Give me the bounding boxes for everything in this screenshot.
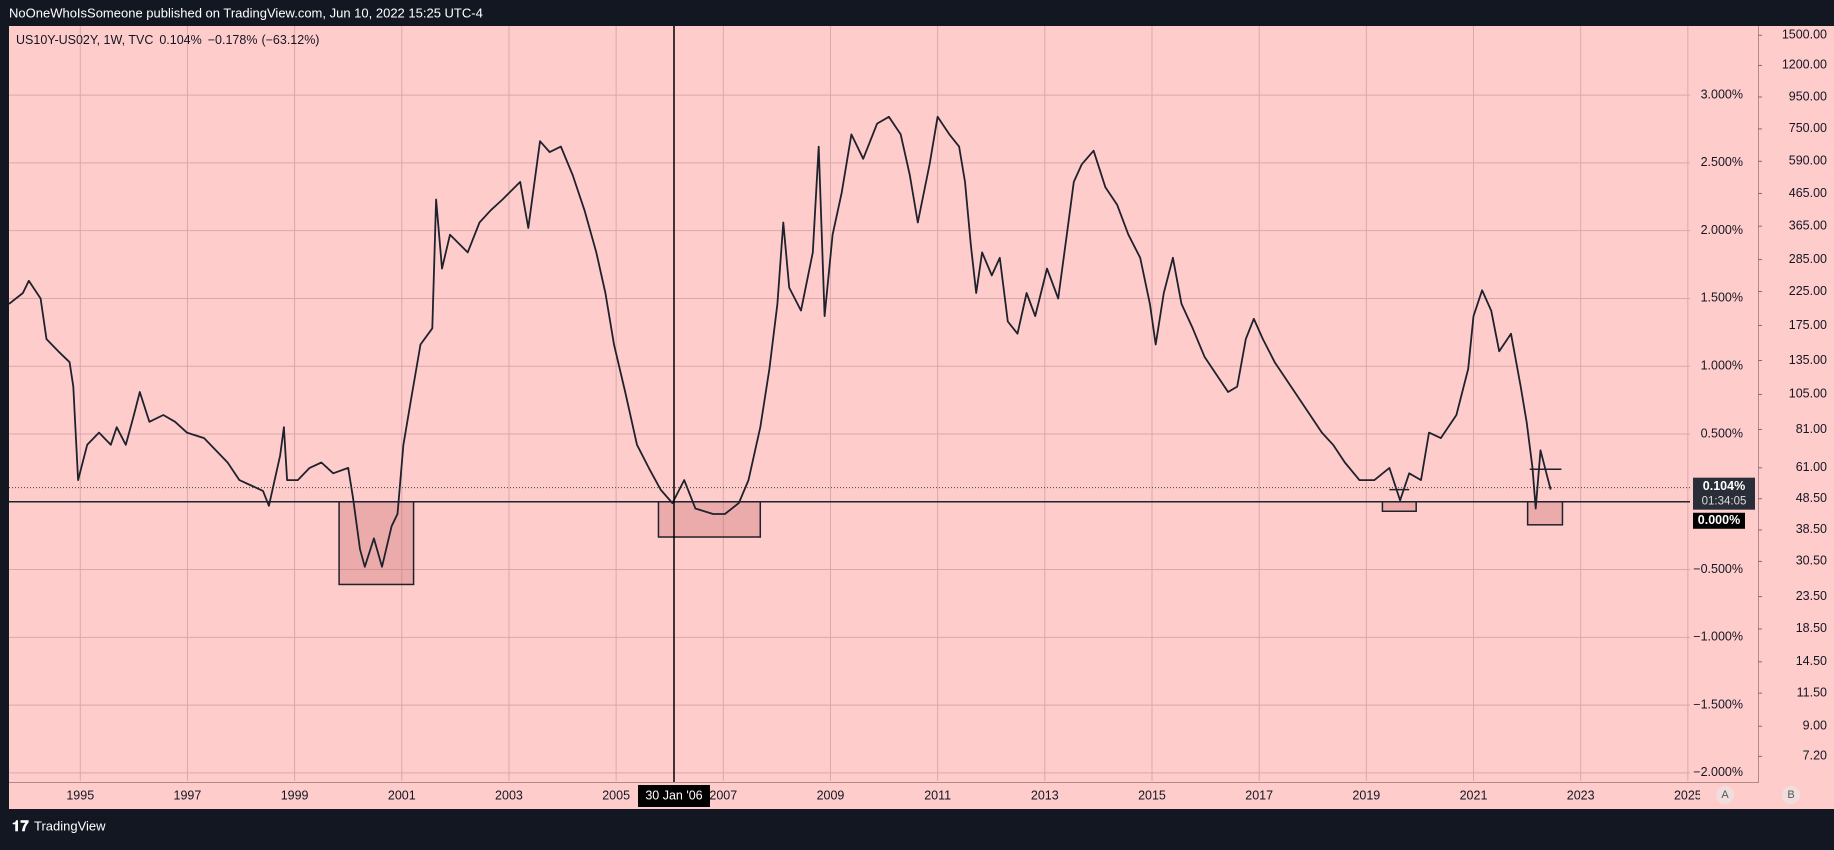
legend-last: 0.104% — [159, 33, 201, 47]
y2-tick-label: 14.50 — [1796, 654, 1827, 668]
y-tick-label: 3.000% — [1701, 87, 1743, 101]
y-tick-label: 1.000% — [1701, 359, 1743, 373]
y2-tick-label: 30.50 — [1796, 554, 1827, 568]
x-tick-label: 2013 — [1031, 788, 1059, 802]
legend-change: −0.178% — [208, 33, 258, 47]
y2-tick-label: 225.00 — [1789, 284, 1827, 298]
y2-tick-label: 7.20 — [1803, 749, 1827, 763]
x-tick-label: 2021 — [1460, 788, 1488, 802]
x-tick-label: 2023 — [1567, 788, 1595, 802]
time-axis-border — [9, 782, 1758, 783]
y2-tick-label: 9.00 — [1803, 719, 1827, 733]
y2-tick-label: 365.00 — [1789, 218, 1827, 232]
x-tick-label: 2003 — [495, 788, 523, 802]
y2-tick-label: 61.00 — [1796, 460, 1827, 474]
y2-tick-label: 1500.00 — [1782, 28, 1827, 42]
y-tick-label: −0.500% — [1693, 562, 1743, 576]
y-tick-label: −1.500% — [1693, 697, 1743, 711]
series-line — [8, 115, 1552, 568]
x-tick-label: 2017 — [1245, 788, 1273, 802]
x-tick-label: 2025 — [1674, 788, 1702, 802]
y2-tick-label: 23.50 — [1796, 589, 1827, 603]
range-box — [1381, 501, 1417, 513]
y2-tick-label: 38.50 — [1796, 522, 1827, 536]
y-tick-label: 0.500% — [1701, 426, 1743, 440]
x-tick-label: 2005 — [602, 788, 630, 802]
x-tick-label: 2011 — [924, 788, 951, 802]
plot-layer — [8, 26, 1690, 809]
y2-tick-label: 1200.00 — [1782, 58, 1827, 72]
y2-tick-label: 465.00 — [1789, 186, 1827, 200]
scale-button-label: A — [1721, 789, 1729, 801]
y-tick-label: −1.000% — [1693, 630, 1743, 644]
time-axis-bg — [9, 783, 1834, 809]
range-box — [338, 501, 415, 586]
axis-border — [1758, 26, 1759, 809]
x-tick-label: 2019 — [1352, 788, 1380, 802]
hline-box — [1693, 512, 1745, 529]
hline-label: 0.000% — [1698, 513, 1740, 527]
y2-tick-label: 48.50 — [1796, 491, 1827, 505]
x-tick-label: 2001 — [388, 788, 416, 802]
y2-tick-label: 105.00 — [1789, 387, 1827, 401]
y2-tick-label: 11.50 — [1797, 685, 1827, 699]
y-tick-label: −2.000% — [1693, 765, 1743, 779]
y2-tick-label: 18.50 — [1796, 621, 1827, 635]
crosshair-label-bg — [638, 785, 711, 807]
footer-brand: TradingView — [34, 818, 106, 833]
y2-tick-label: 81.00 — [1796, 422, 1827, 436]
crosshair-label: 30 Jan '06 — [645, 788, 702, 802]
x-tick-label: 2007 — [709, 788, 737, 802]
y2-tick-label: 750.00 — [1789, 121, 1827, 135]
last-price-box — [1693, 477, 1755, 510]
x-tick-label: 1997 — [174, 788, 202, 802]
plot-bg — [9, 26, 1834, 783]
y2-tick-label: 175.00 — [1789, 318, 1827, 332]
last-price-label: 0.104% — [1703, 479, 1745, 493]
scale-button[interactable] — [1782, 786, 1800, 804]
scale-button[interactable] — [1716, 786, 1734, 804]
x-tick-label: 2015 — [1138, 788, 1166, 802]
legend: US10Y-US02Y, 1W, TVC 0.104% −0.178% (−63.12… — [16, 33, 319, 47]
y2-tick-label: 590.00 — [1789, 154, 1827, 168]
x-tick-label: 1995 — [66, 788, 94, 802]
axes-layer: 1995 1997 1999 2001 2003 2005 2007 2009 2011 2013… — [66, 28, 1834, 809]
y-tick-label: 2.000% — [1701, 223, 1743, 237]
countdown: 01:34:05 — [1702, 496, 1747, 508]
legend-symbol: US10Y-US02Y, 1W, TVC — [16, 33, 153, 47]
range-box — [1526, 501, 1564, 526]
header: NoOneWhoIsSomeone published on TradingVi… — [9, 5, 483, 20]
y-tick-label: 2.500% — [1701, 155, 1743, 169]
legend-change-pct: (−63.12%) — [261, 33, 319, 47]
y2-tick-label: 950.00 — [1789, 89, 1827, 103]
range-box — [657, 501, 762, 538]
x-tick-label: 2009 — [817, 788, 845, 802]
y-tick-label: 1.500% — [1701, 291, 1743, 305]
logo: 𝟏𝟕 — [12, 818, 29, 835]
y2-tick-label: 285.00 — [1789, 252, 1827, 266]
scale-button-label: B — [1787, 789, 1794, 801]
y2-tick-label: 135.00 — [1789, 353, 1827, 367]
x-tick-label: 1999 — [281, 788, 309, 802]
